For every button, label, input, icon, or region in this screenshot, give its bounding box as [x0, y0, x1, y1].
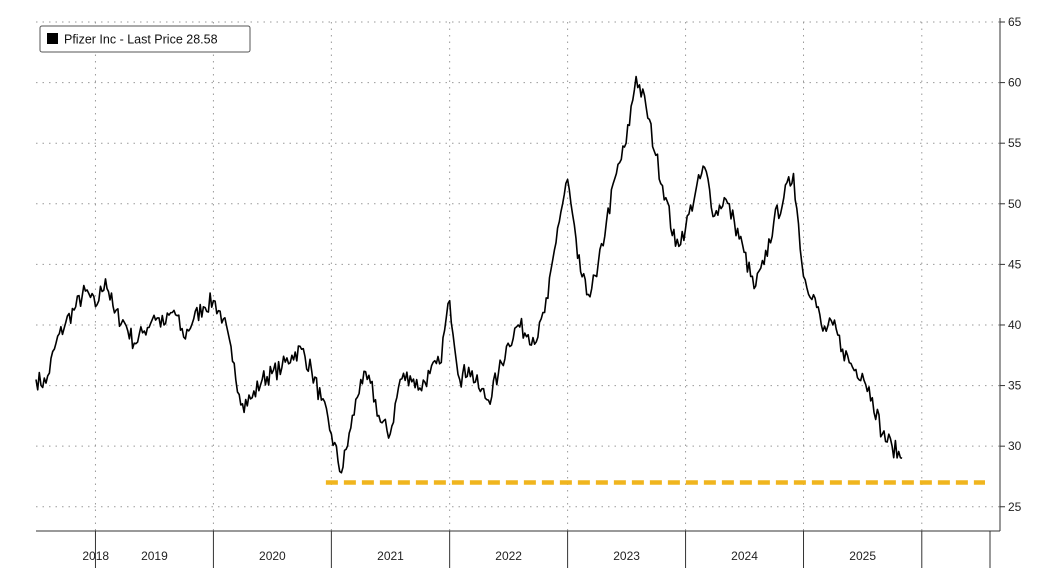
y-tick-label: 45: [1008, 257, 1022, 271]
y-tick-label: 35: [1008, 379, 1022, 393]
y-tick-label: 40: [1008, 318, 1022, 332]
x-tick-label: 2022: [495, 549, 522, 563]
series-layer: [35, 75, 903, 474]
y-tick-label: 30: [1008, 439, 1022, 453]
x-tick-label: 2019: [141, 549, 168, 563]
legend-swatch: [47, 33, 58, 44]
y-tick-label: 25: [1008, 500, 1022, 514]
axes: 25 30 35 40 45 50 55 60 65 2018 2019 2020 2021 2022 20…: [36, 15, 1022, 568]
y-tick-label: 50: [1008, 197, 1022, 211]
x-tick-label: 2025: [849, 549, 876, 563]
x-tick-label: 2021: [377, 549, 404, 563]
y-tick-label: 55: [1008, 136, 1022, 150]
x-tick-label: 2020: [259, 549, 286, 563]
x-tick-label: 2023: [613, 549, 640, 563]
x-tick-label: 2018: [82, 549, 109, 563]
y-tick-label: 60: [1008, 76, 1022, 90]
gridlines: [36, 21, 1000, 531]
legend-label: Pfizer Inc - Last Price 28.58: [64, 33, 218, 47]
x-tick-label: 2024: [731, 549, 758, 563]
y-tick-label: 65: [1008, 15, 1022, 29]
legend: Pfizer Inc - Last Price 28.58: [39, 25, 251, 53]
price-series-line: [35, 75, 903, 474]
legend-box: [39, 25, 251, 53]
